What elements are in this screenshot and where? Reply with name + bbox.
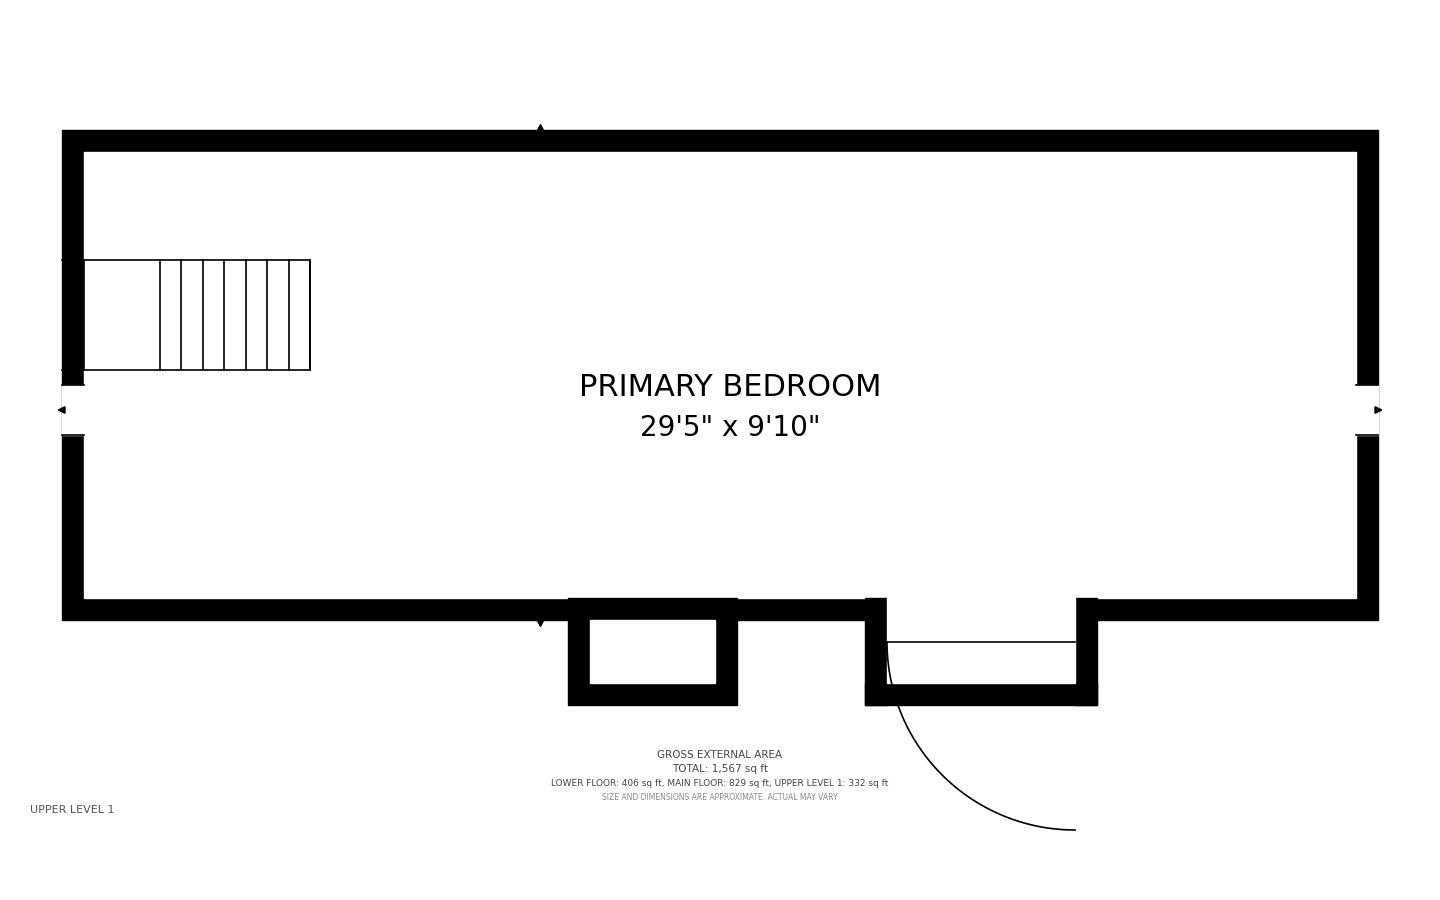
- Text: UPPER LEVEL 1: UPPER LEVEL 1: [30, 805, 115, 815]
- Bar: [590, 620, 716, 683]
- Bar: [62, 130, 1378, 620]
- Text: PRIMARY BEDROOM: PRIMARY BEDROOM: [579, 374, 881, 402]
- Bar: [887, 598, 1076, 683]
- Text: SIZE AND DIMENSIONS ARE APPROXIMATE. ACTUAL MAY VARY: SIZE AND DIMENSIONS ARE APPROXIMATE. ACT…: [602, 793, 838, 802]
- Bar: [865, 683, 1097, 705]
- Text: TOTAL: 1,567 sq ft: TOTAL: 1,567 sq ft: [672, 764, 768, 774]
- Bar: [865, 598, 887, 705]
- Bar: [567, 598, 737, 705]
- Bar: [1356, 385, 1378, 435]
- Bar: [62, 385, 84, 435]
- Text: GROSS EXTERNAL AREA: GROSS EXTERNAL AREA: [658, 750, 782, 760]
- Bar: [1076, 598, 1097, 705]
- Text: LOWER FLOOR: 406 sq ft, MAIN FLOOR: 829 sq ft, UPPER LEVEL 1: 332 sq ft: LOWER FLOOR: 406 sq ft, MAIN FLOOR: 829 …: [552, 778, 888, 788]
- Bar: [84, 152, 1356, 598]
- Text: 29'5" x 9'10": 29'5" x 9'10": [639, 414, 821, 442]
